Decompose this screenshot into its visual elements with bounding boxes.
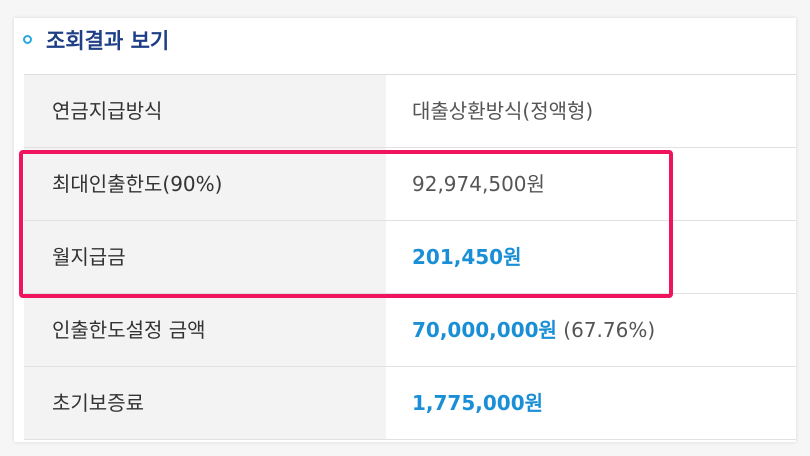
row-value: 대출상환방식(정액형) [412,99,594,123]
row-value-cell: 대출상환방식(정액형) [386,75,796,147]
row-label-cell: 월지급금 [24,221,386,293]
bullet-icon [23,35,32,44]
row-label: 최대인출한도(90%) [52,172,223,196]
result-table: 연금지급방식 대출상환방식(정액형) 최대인출한도(90%) 92,974,50… [24,74,796,443]
result-header: 조회결과 보기 [14,18,796,72]
table-row-max-withdrawal: 최대인출한도(90%) 92,974,500원 [24,148,796,221]
row-label: 초기보증료 [52,391,144,415]
row-label: 연금지급방식 [52,99,163,123]
row-value-cell: 70,000,000원 (67.76%) [386,294,796,366]
row-value: 92,974,500원 [412,172,545,196]
row-label: 인출한도설정 금액 [52,318,206,342]
row-value-cell: 201,450원 [386,221,796,293]
table-row-withdrawal-limit-amount: 인출한도설정 금액 70,000,000원 (67.76%) [24,294,796,367]
section-title: 조회결과 보기 [46,29,170,53]
row-label-cell: 인출한도설정 금액 [24,294,386,366]
row-value: 1,775,000원 [412,391,544,415]
row-label-cell: 연금지급방식 [24,75,386,147]
row-label-cell: 최대인출한도(90%) [24,148,386,220]
row-value-cell: 1,775,000원 [386,367,796,439]
row-label-cell: 초기보증료 [24,367,386,439]
row-value: 201,450원 [412,245,522,269]
table-row-monthly-payment: 월지급금 201,450원 [24,221,796,294]
result-card: 조회결과 보기 연금지급방식 대출상환방식(정액형) 최대인출한도(90%) 9… [14,18,796,442]
row-label: 월지급금 [52,245,126,269]
row-value-cell: 92,974,500원 [386,148,796,220]
table-row-payment-method: 연금지급방식 대출상환방식(정액형) [24,75,796,148]
row-value: 70,000,000원 [412,318,557,342]
table-row-initial-guarantee-fee: 초기보증료 1,775,000원 [24,367,796,440]
row-value-percent: (67.76%) [556,318,656,342]
row-value-wrap: 70,000,000원 (67.76%) [412,294,655,366]
